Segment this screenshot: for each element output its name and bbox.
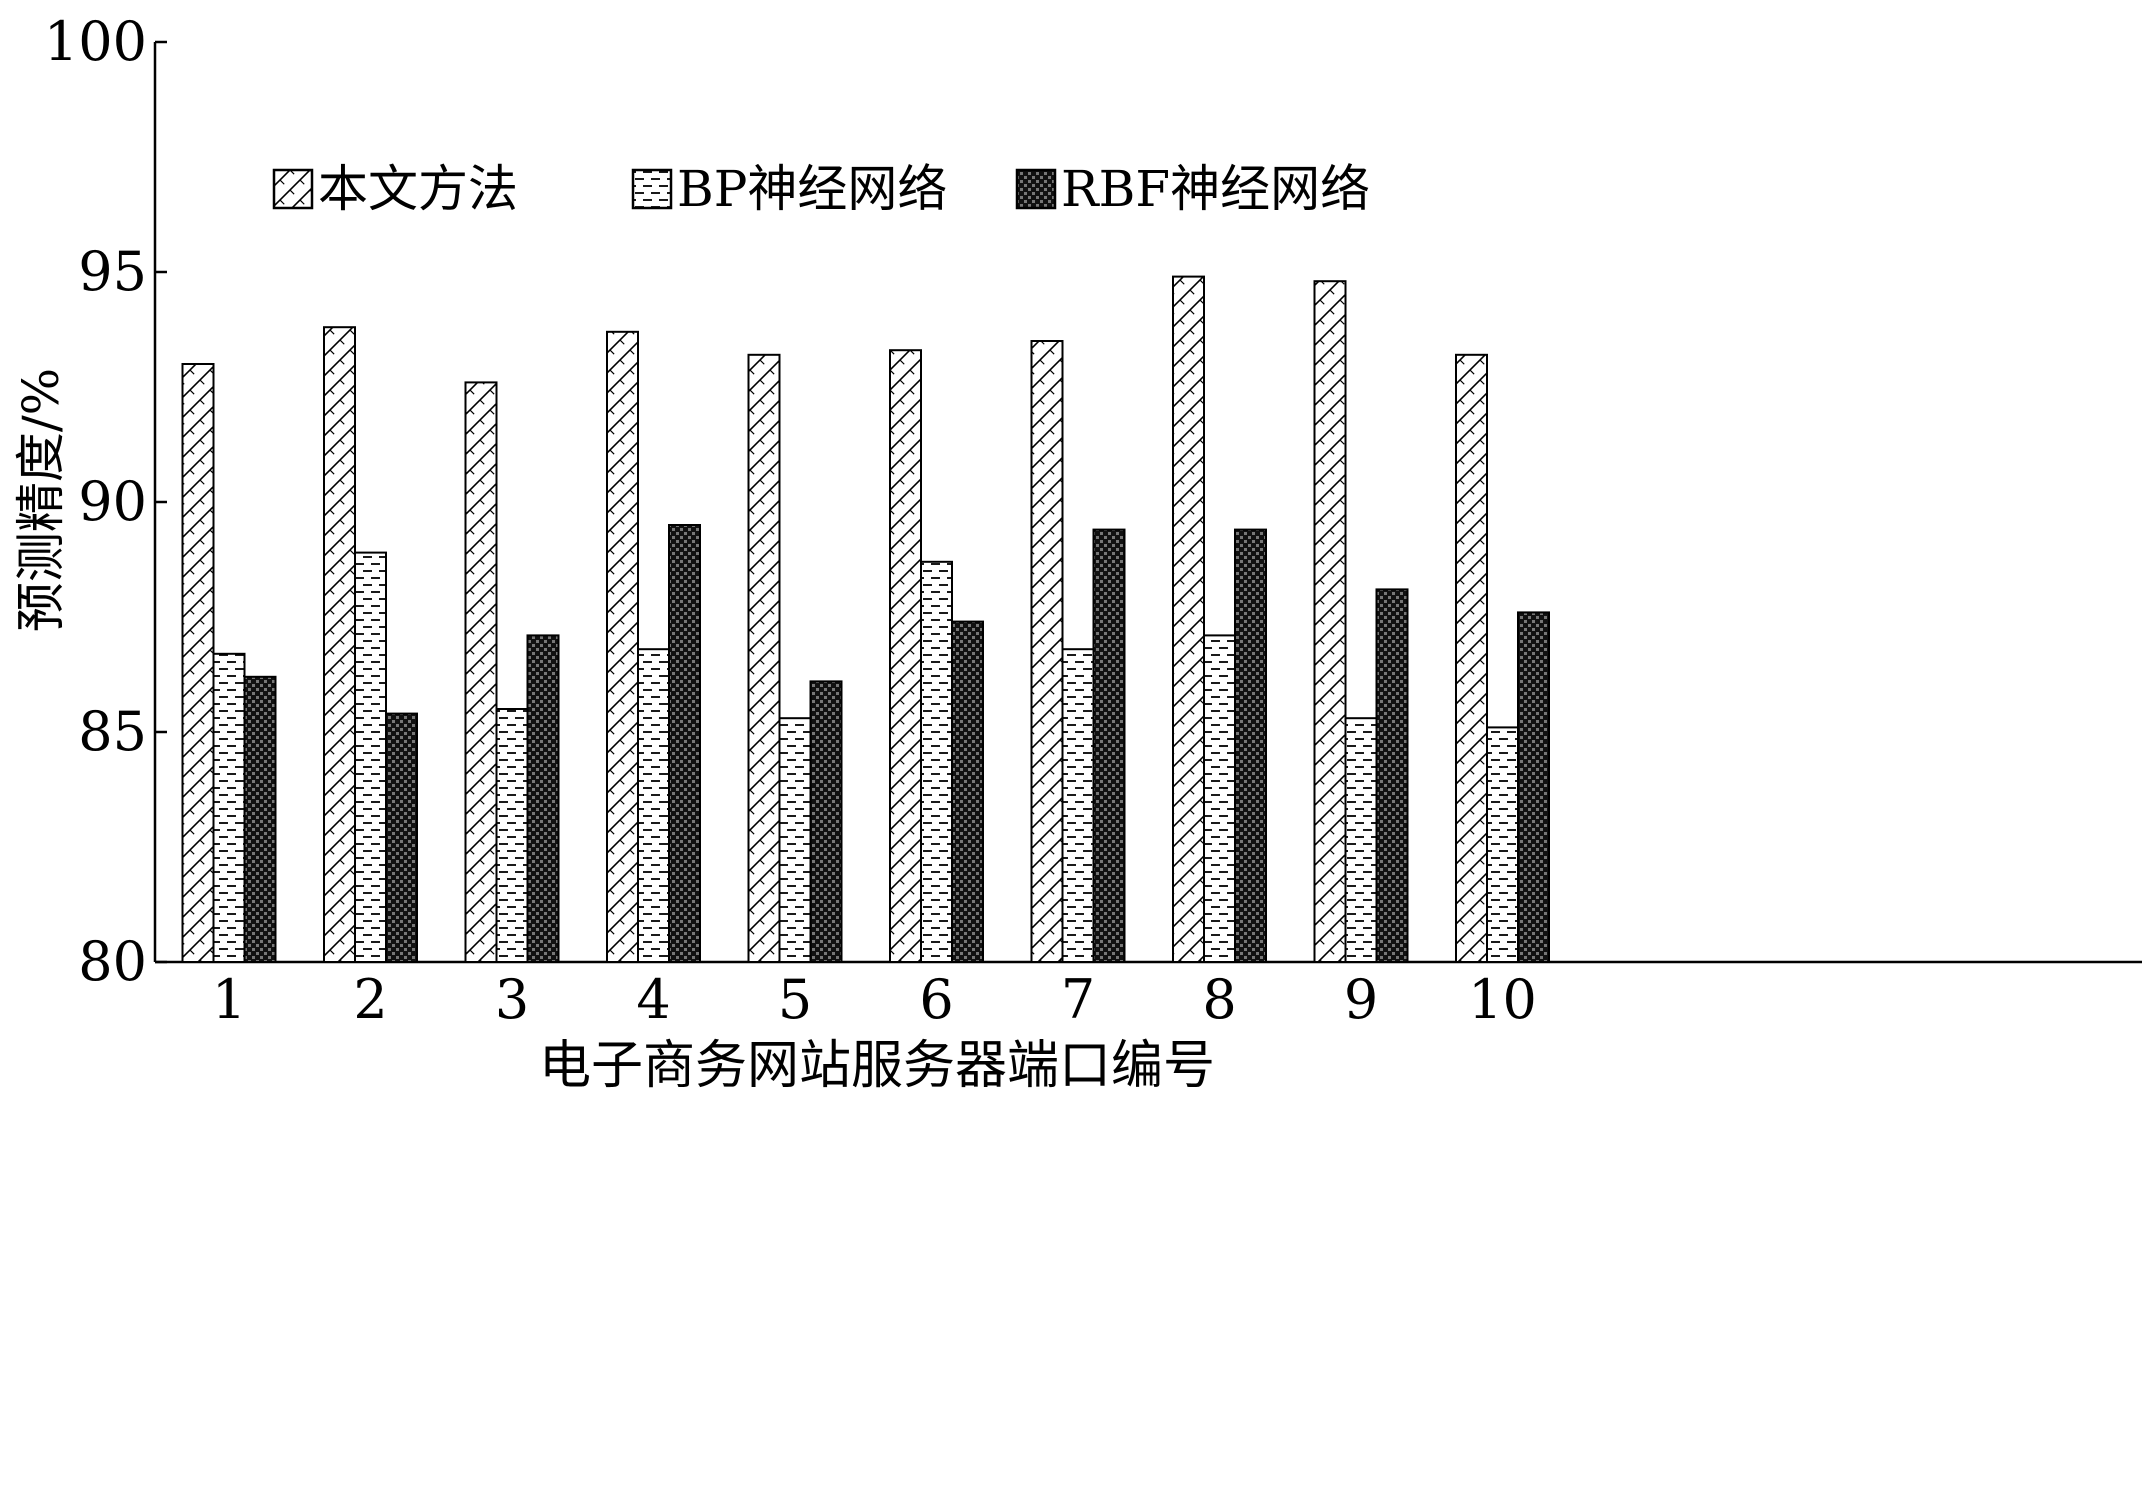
legend-item-rbf: RBF神经网络: [1015, 160, 1370, 218]
x-tick-label: 7: [1061, 968, 1095, 1031]
y-tick-label: 95: [78, 240, 147, 303]
x-tick-label: 6: [919, 968, 953, 1031]
bar-proposed: [747, 353, 781, 963]
y-tick-label: 85: [78, 700, 147, 763]
y-tick-label: 90: [78, 470, 147, 533]
legend-label-rbf: RBF神经网络: [1061, 160, 1370, 218]
bar-rbf: [526, 634, 560, 964]
bar-bp: [1344, 717, 1378, 964]
x-tick-label: 8: [1202, 968, 1236, 1031]
x-axis-label: 电子商务网站服务器端口编号: [539, 1036, 1215, 1096]
legend-swatch-bp: [631, 168, 673, 210]
y-axis-ticks: 80 85 90 95 100: [44, 10, 167, 993]
x-tick-label: 3: [495, 968, 529, 1031]
bar-proposed: [1313, 280, 1347, 963]
bar-rbf: [385, 712, 418, 963]
legend-label-proposed: 本文方法: [318, 160, 518, 218]
legend-label-bp: BP神经网络: [677, 160, 947, 218]
x-axis-ticks: 1 2 3 4 5 6 7 8 9 10: [212, 968, 1537, 1031]
bar-bp: [1486, 726, 1519, 964]
legend-item-bp: BP神经网络: [631, 160, 947, 218]
y-tick-label: 80: [78, 930, 147, 993]
legend-swatch-proposed: [272, 168, 314, 210]
bar-bp: [1061, 648, 1095, 963]
bar-proposed: [464, 381, 498, 963]
bar-bp: [495, 708, 529, 963]
bar-proposed: [1030, 340, 1064, 963]
bar-rbf: [809, 680, 843, 964]
x-tick-label: 1: [212, 968, 246, 1031]
legend: 本文方法 BP神经网络 RBF神经网络: [272, 160, 1370, 218]
bar-rbf: [1092, 528, 1126, 963]
legend-item-proposed: 本文方法: [272, 160, 518, 218]
legend-swatch-rbf: [1015, 168, 1057, 210]
x-tick-label: 4: [636, 968, 670, 1031]
bar-rbf: [1517, 611, 1550, 964]
bar-groups: [181, 275, 1550, 964]
y-axis-label: 预测精度/%: [12, 368, 70, 632]
bar-bp: [920, 560, 953, 963]
bar-rbf: [1234, 528, 1267, 963]
bar-bp: [212, 652, 246, 963]
bar-bp: [637, 648, 670, 963]
bar-rbf: [951, 620, 984, 963]
bar-bp: [354, 551, 387, 963]
y-tick-label: 100: [44, 10, 147, 73]
bar-rbf: [668, 524, 701, 963]
bar-rbf: [1375, 588, 1409, 964]
x-tick-label: 5: [778, 968, 812, 1031]
x-tick-label: 9: [1344, 968, 1378, 1031]
bar-proposed: [323, 326, 356, 963]
bar-bp: [778, 717, 812, 964]
x-tick-label: 10: [1468, 968, 1537, 1031]
bar-bp: [1203, 634, 1236, 964]
bar-proposed: [1455, 353, 1488, 963]
bar-proposed: [1172, 275, 1205, 964]
bar-proposed: [181, 363, 215, 963]
bar-rbf: [243, 675, 277, 963]
bar-proposed: [606, 330, 639, 963]
bar-proposed: [889, 349, 922, 963]
x-tick-label: 2: [353, 968, 387, 1031]
